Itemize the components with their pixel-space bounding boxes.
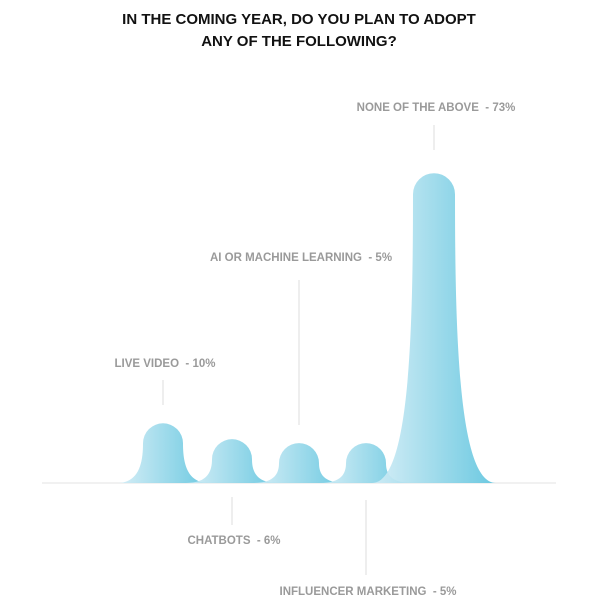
chart-title: ANY OF THE FOLLOWING? [201, 33, 397, 50]
separator: - [250, 535, 263, 547]
peak [372, 173, 496, 483]
value-label: 73% [492, 102, 515, 114]
value-label: 5% [375, 252, 392, 264]
separator: - [479, 102, 492, 114]
value-label: 6% [264, 535, 281, 547]
category-label: NONE OF THE ABOVE [357, 102, 480, 114]
peak [186, 439, 278, 483]
category-label: AI OR MACHINE LEARNING [210, 252, 362, 264]
value-label: 5% [440, 586, 457, 598]
separator: - [362, 252, 375, 264]
chart-title: IN THE COMING YEAR, DO YOU PLAN TO ADOPT [122, 11, 476, 28]
data-label: LIVE VIDEO - 10% [115, 358, 216, 370]
peak [253, 443, 345, 483]
peak [320, 443, 412, 483]
category-label: CHATBOTS [187, 535, 250, 547]
peak [117, 423, 209, 483]
category-label: INFLUENCER MARKETING [280, 586, 427, 598]
data-label: CHATBOTS - 6% [187, 535, 280, 547]
data-label: INFLUENCER MARKETING - 5% [280, 586, 457, 598]
category-label: LIVE VIDEO [115, 358, 180, 370]
separator: - [426, 586, 439, 598]
value-label: 10% [192, 358, 215, 370]
data-label: NONE OF THE ABOVE - 73% [357, 102, 516, 114]
separator: - [179, 358, 192, 370]
data-label: AI OR MACHINE LEARNING - 5% [210, 252, 392, 264]
